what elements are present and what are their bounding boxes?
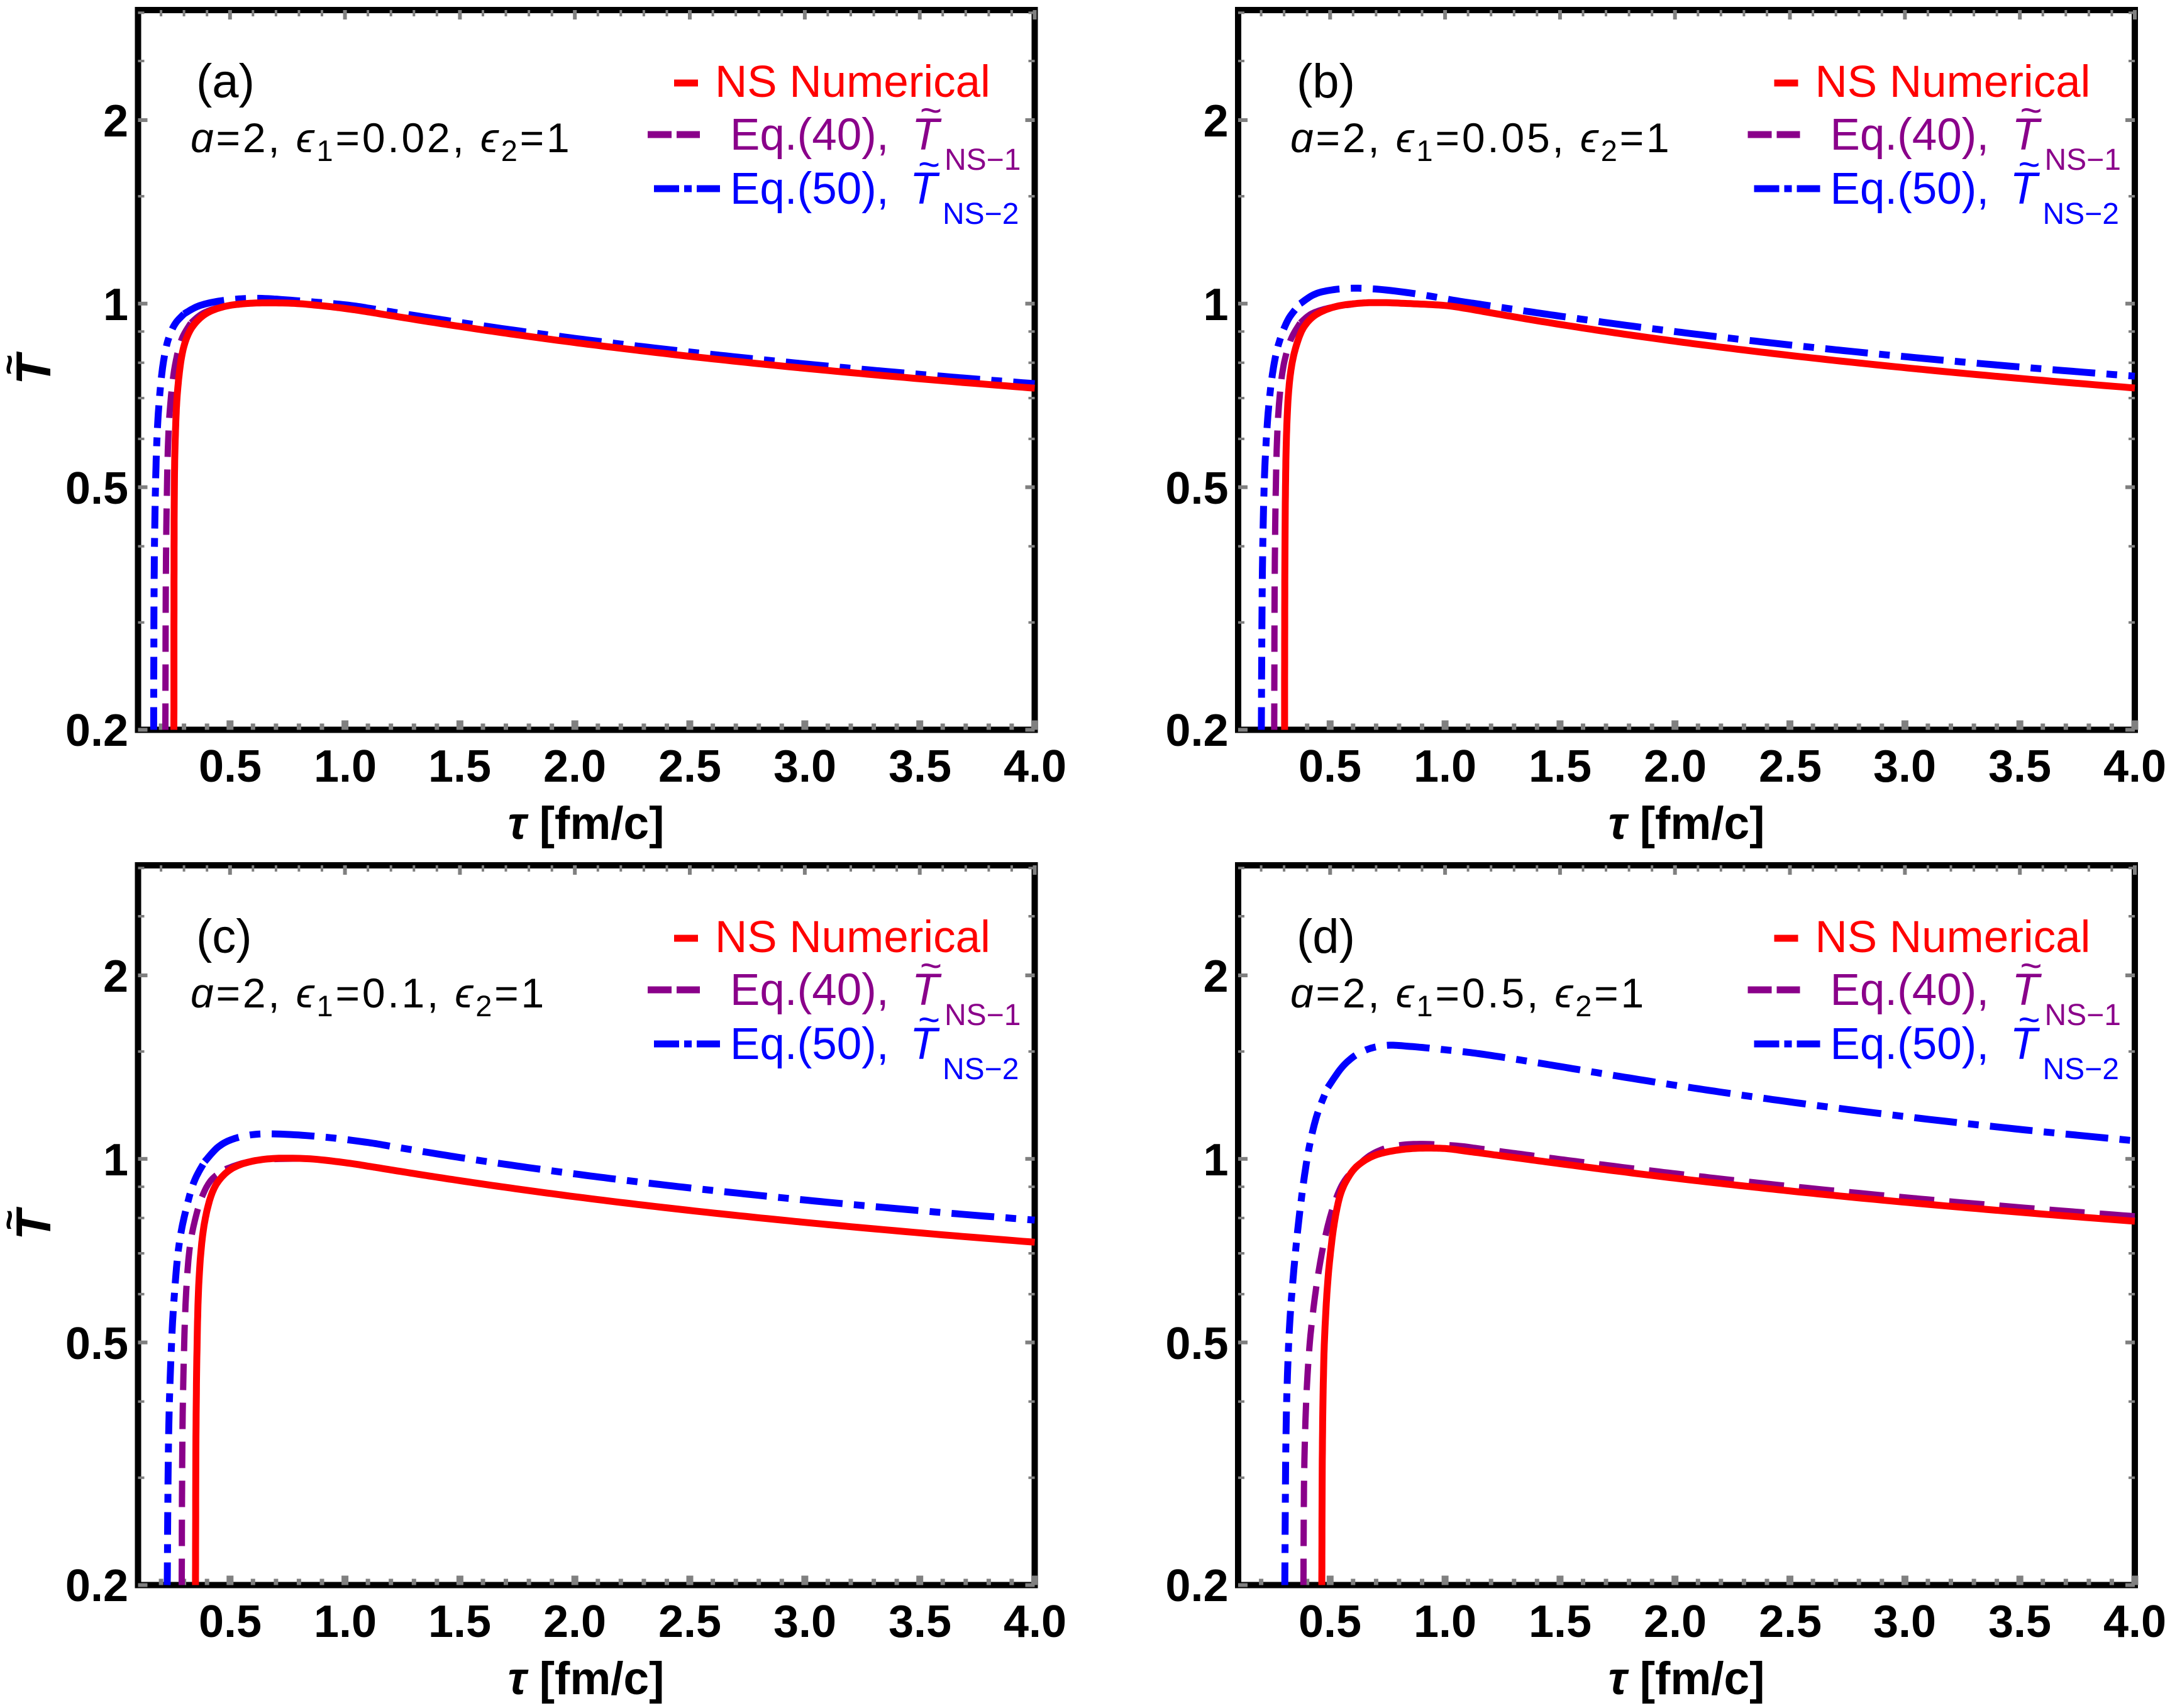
svg-text:T: T	[2010, 1019, 2040, 1069]
svg-text:1: 1	[103, 1135, 128, 1185]
svg-text:3.5: 3.5	[889, 741, 951, 792]
svg-text:0.5: 0.5	[65, 1319, 128, 1369]
svg-text:Eq.(40),: Eq.(40),	[730, 110, 889, 160]
svg-text:0.2: 0.2	[1165, 1561, 1228, 1611]
svg-text:2.0: 2.0	[543, 1597, 606, 1647]
svg-text:τ [fm/c]: τ [fm/c]	[1609, 798, 1765, 849]
svg-text:Eq.(40),: Eq.(40),	[1830, 110, 1990, 160]
svg-text:Eq.(50),: Eq.(50),	[1830, 1019, 1990, 1069]
svg-text:4.0: 4.0	[2103, 1597, 2165, 1647]
svg-text:T: T	[912, 965, 942, 1015]
svg-text:3.0: 3.0	[1873, 1597, 1936, 1647]
svg-text:1.0: 1.0	[314, 741, 377, 792]
svg-text:~: ~	[918, 999, 940, 1041]
svg-text:3.5: 3.5	[1988, 741, 2051, 792]
svg-text:NS−1: NS−1	[944, 143, 1021, 177]
svg-text:1.5: 1.5	[1529, 1597, 1592, 1647]
svg-text:0.5: 0.5	[65, 463, 128, 514]
svg-text:1: 1	[103, 280, 128, 330]
svg-text:T: T	[6, 1206, 61, 1240]
svg-text:NS−2: NS−2	[2043, 197, 2119, 231]
svg-text:T: T	[6, 351, 61, 385]
svg-text:ɑ=2, ϵ1=0.1, ϵ2=1: ɑ=2, ϵ1=0.1, ϵ2=1	[191, 970, 546, 1023]
svg-text:1: 1	[1203, 1135, 1228, 1185]
svg-text:τ [fm/c]: τ [fm/c]	[1609, 1653, 1765, 1704]
svg-text:NS−1: NS−1	[2045, 143, 2121, 177]
svg-text:2.5: 2.5	[1759, 1597, 1822, 1647]
svg-text:2.5: 2.5	[658, 1597, 721, 1647]
svg-text:3.0: 3.0	[1873, 741, 1936, 792]
svg-text:1: 1	[1203, 280, 1228, 330]
svg-text:~: ~	[0, 1210, 28, 1231]
svg-text:0.5: 0.5	[1298, 1597, 1361, 1647]
svg-text:~: ~	[2020, 89, 2042, 131]
svg-text:1.0: 1.0	[1414, 741, 1476, 792]
svg-text:(c): (c)	[196, 910, 252, 963]
svg-text:1.0: 1.0	[1414, 1597, 1476, 1647]
svg-text:Eq.(40),: Eq.(40),	[730, 965, 889, 1015]
svg-text:Eq.(50),: Eq.(50),	[730, 1019, 889, 1069]
svg-text:2: 2	[103, 96, 128, 147]
svg-text:2: 2	[103, 951, 128, 1002]
svg-text:NS−2: NS−2	[2043, 1053, 2119, 1086]
svg-text:T: T	[2010, 164, 2040, 214]
svg-text:T: T	[2012, 965, 2042, 1015]
svg-text:2: 2	[1203, 951, 1228, 1002]
svg-text:1.5: 1.5	[428, 1597, 491, 1647]
svg-text:3.0: 3.0	[773, 741, 836, 792]
svg-text:NS−2: NS−2	[943, 197, 1019, 231]
svg-text:3.0: 3.0	[773, 1597, 836, 1647]
svg-text:T: T	[2012, 110, 2042, 160]
svg-text:3.5: 3.5	[1988, 1597, 2051, 1647]
svg-text:τ [fm/c]: τ [fm/c]	[508, 1653, 665, 1704]
svg-text:~: ~	[920, 89, 942, 131]
svg-text:~: ~	[2018, 999, 2040, 1041]
svg-text:~: ~	[0, 355, 28, 375]
svg-text:(b): (b)	[1297, 55, 1355, 108]
svg-text:ɑ=2, ϵ1=0.5, ϵ2=1: ɑ=2, ϵ1=0.5, ϵ2=1	[1290, 970, 1646, 1023]
svg-text:NS Numerical: NS Numerical	[1815, 912, 2091, 962]
svg-text:Eq.(50),: Eq.(50),	[1830, 164, 1990, 214]
svg-text:0.2: 0.2	[65, 1561, 128, 1611]
svg-text:0.5: 0.5	[1298, 741, 1361, 792]
svg-text:τ [fm/c]: τ [fm/c]	[508, 798, 665, 849]
svg-text:NS Numerical: NS Numerical	[715, 57, 990, 107]
svg-text:3.5: 3.5	[889, 1597, 951, 1647]
svg-text:4.0: 4.0	[1004, 741, 1066, 792]
svg-text:0.5: 0.5	[199, 741, 262, 792]
svg-text:4.0: 4.0	[2103, 741, 2165, 792]
svg-text:1.0: 1.0	[314, 1597, 377, 1647]
svg-text:~: ~	[2018, 143, 2040, 186]
svg-text:0.5: 0.5	[199, 1597, 262, 1647]
svg-text:0.5: 0.5	[1165, 1319, 1228, 1369]
svg-text:2.0: 2.0	[1644, 1597, 1707, 1647]
svg-text:T: T	[910, 1019, 940, 1069]
svg-text:2.5: 2.5	[658, 741, 721, 792]
svg-text:Eq.(40),: Eq.(40),	[1830, 965, 1990, 1015]
svg-text:2.0: 2.0	[543, 741, 606, 792]
svg-text:NS−2: NS−2	[943, 1053, 1019, 1086]
svg-text:0.2: 0.2	[1165, 706, 1228, 756]
svg-text:2.0: 2.0	[1644, 741, 1707, 792]
svg-text:T: T	[910, 164, 940, 214]
svg-text:0.2: 0.2	[65, 706, 128, 756]
svg-text:~: ~	[2020, 945, 2042, 987]
svg-text:NS−1: NS−1	[944, 999, 1021, 1032]
svg-text:2.5: 2.5	[1759, 741, 1822, 792]
svg-text:ɑ=2, ϵ1=0.02, ϵ2=1: ɑ=2, ϵ1=0.02, ϵ2=1	[191, 114, 572, 167]
svg-text:NS Numerical: NS Numerical	[715, 912, 990, 962]
svg-text:~: ~	[920, 945, 942, 987]
svg-text:NS−1: NS−1	[2045, 999, 2121, 1032]
svg-text:NS Numerical: NS Numerical	[1815, 57, 2091, 107]
svg-text:4.0: 4.0	[1004, 1597, 1066, 1647]
svg-text:2: 2	[1203, 96, 1228, 147]
svg-text:(a): (a)	[196, 55, 255, 108]
svg-text:(d): (d)	[1297, 910, 1355, 963]
svg-text:T: T	[912, 110, 942, 160]
svg-text:1.5: 1.5	[1529, 741, 1592, 792]
svg-text:1.5: 1.5	[428, 741, 491, 792]
svg-text:Eq.(50),: Eq.(50),	[730, 164, 889, 214]
svg-text:0.5: 0.5	[1165, 463, 1228, 514]
svg-text:~: ~	[918, 143, 940, 186]
